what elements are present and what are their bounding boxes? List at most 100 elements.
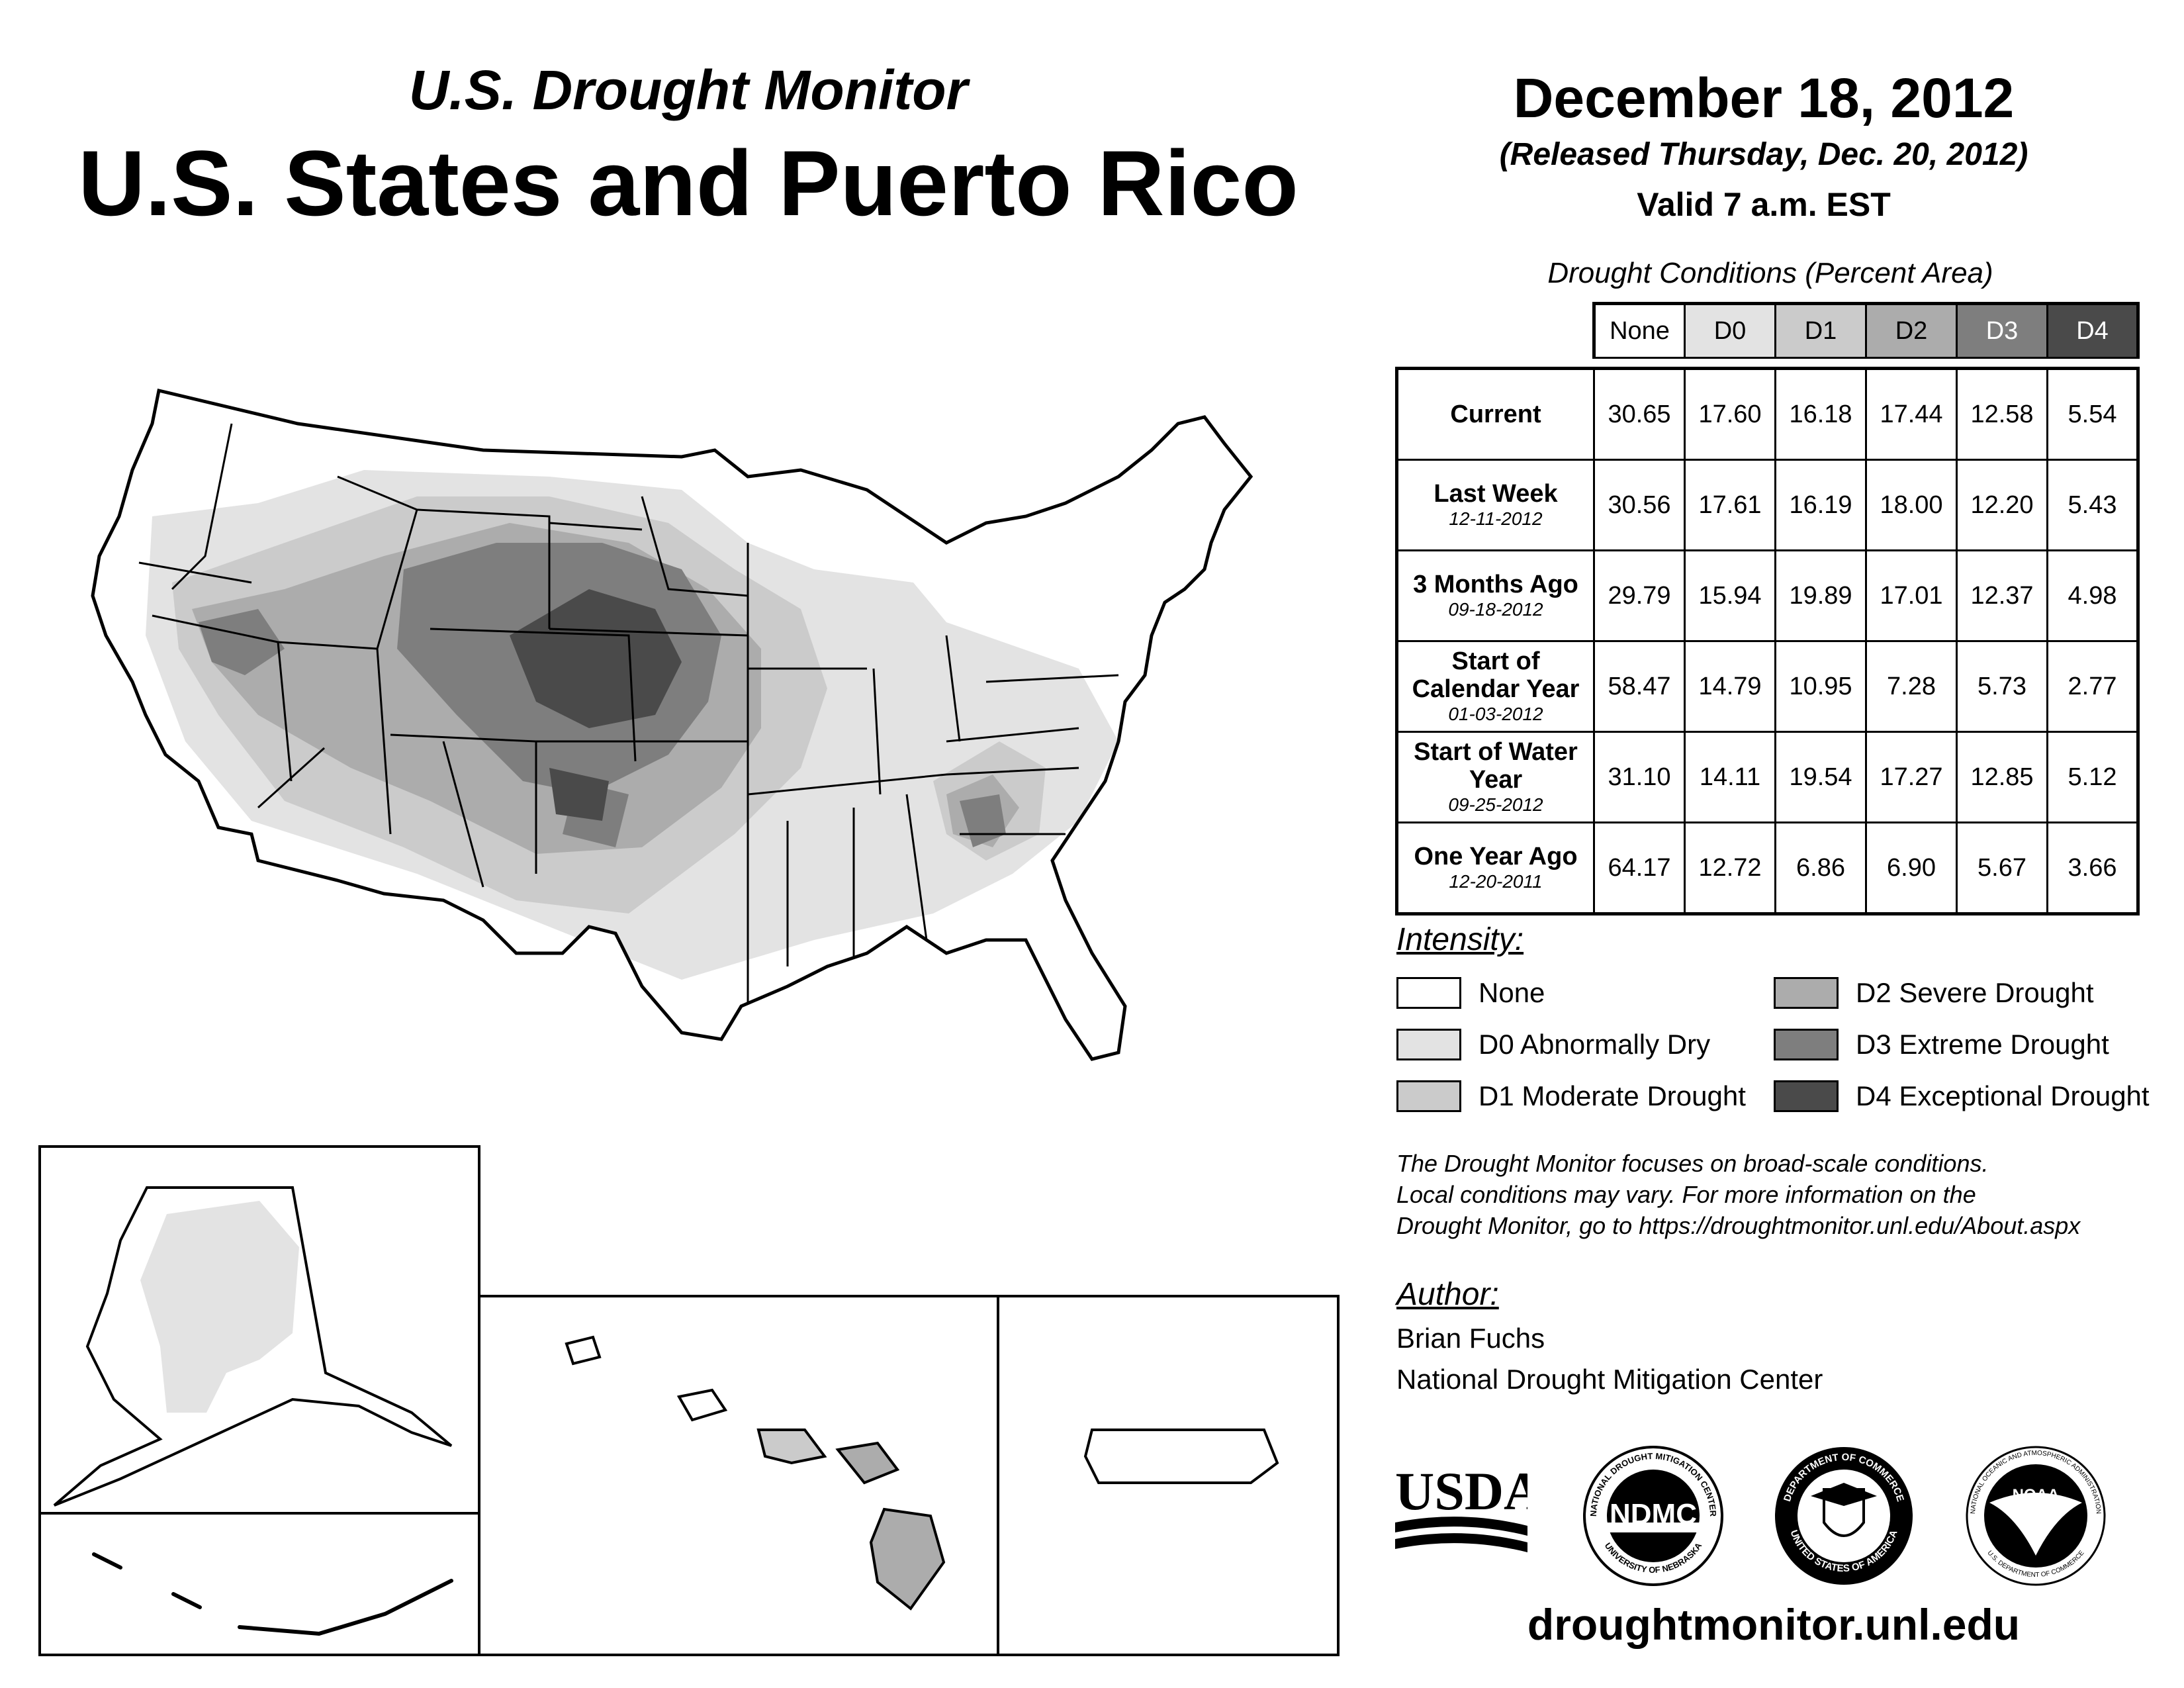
usda-logo: USDA xyxy=(1395,1463,1527,1552)
table-caption: Drought Conditions (Percent Area) xyxy=(1547,257,1993,289)
commerce-seal-logo: DEPARTMENT OF COMMERCE UNITED STATES OF … xyxy=(1775,1447,1913,1585)
cell-value: 16.18 xyxy=(1774,367,1867,461)
disclaimer-note: The Drought Monitor focuses on broad-sca… xyxy=(1396,1148,2177,1241)
puerto-rico-map xyxy=(1083,1429,1279,1484)
cell-value: 64.17 xyxy=(1593,821,1686,915)
cell-value: 17.60 xyxy=(1684,367,1776,461)
legend-label: D3 Extreme Drought xyxy=(1856,1029,2109,1060)
cell-value: 14.79 xyxy=(1684,640,1776,733)
table-row: One Year Ago 12-20-2011 64.17 12.72 6.86 … xyxy=(1395,821,2140,915)
cell-value: 17.27 xyxy=(1865,731,1958,823)
cell-value: 4.98 xyxy=(2046,549,2140,642)
author-name: Brian Fuchs xyxy=(1396,1323,1545,1354)
cell-value: 5.43 xyxy=(2046,459,2140,551)
table-row: Start of Calendar Year 01-03-2012 58.47 1… xyxy=(1395,640,2140,733)
table-gap-row xyxy=(1397,357,2138,369)
noaa-logo: NOAA NATIONAL OCEANIC AND ATMOSPHERIC AD… xyxy=(1966,1446,2106,1586)
cell-value: 5.12 xyxy=(2046,731,2140,823)
cell-value: 14.11 xyxy=(1684,731,1776,823)
legend-label: D0 Abnormally Dry xyxy=(1479,1029,1711,1060)
release-date: (Released Thursday, Dec. 20, 2012) xyxy=(1499,137,2028,172)
valid-time: Valid 7 a.m. EST xyxy=(1637,186,1891,223)
row-label: 3 Months Ago 09-18-2012 xyxy=(1395,549,1595,642)
cell-value: 12.37 xyxy=(1956,549,2048,642)
aleutian-inset xyxy=(38,1512,480,1656)
cell-value: 5.67 xyxy=(1956,821,2048,915)
cell-value: 17.44 xyxy=(1865,367,1958,461)
cell-value: 12.72 xyxy=(1684,821,1776,915)
hawaii-inset xyxy=(478,1295,999,1656)
row-label: One Year Ago 12-20-2011 xyxy=(1395,821,1595,915)
cell-value: 3.66 xyxy=(2046,821,2140,915)
column-header-d3: D3 xyxy=(1956,302,2048,359)
map-title: U.S. States and Puerto Rico xyxy=(78,131,1298,235)
cell-value: 2.77 xyxy=(2046,640,2140,733)
row-label: Current xyxy=(1395,367,1595,461)
column-header-d1: D1 xyxy=(1774,302,1867,359)
cell-value: 5.73 xyxy=(1956,640,2048,733)
author-org: National Drought Mitigation Center xyxy=(1396,1364,1823,1395)
cell-value: 17.61 xyxy=(1684,459,1776,551)
legend-item-d0: D0 Abnormally Dry xyxy=(1396,1029,1710,1060)
noaa-wordmark: NOAA xyxy=(2013,1486,2060,1504)
cell-value: 5.54 xyxy=(2046,367,2140,461)
cell-value: 12.58 xyxy=(1956,367,2048,461)
legend-label: None xyxy=(1479,977,1545,1008)
hawaii-map xyxy=(565,1335,946,1611)
note-line: The Drought Monitor focuses on broad-sca… xyxy=(1396,1150,1989,1177)
cell-value: 19.54 xyxy=(1774,731,1867,823)
ndmc-wordmark: NDMC xyxy=(1610,1498,1697,1530)
ndmc-logo: NDMC NATIONAL DROUGHT MITIGATION CENTER … xyxy=(1583,1446,1723,1586)
alaska-map xyxy=(41,1186,478,1520)
cell-value: 12.20 xyxy=(1956,459,2048,551)
cell-value: 29.79 xyxy=(1593,549,1686,642)
alaska-inset xyxy=(38,1145,480,1520)
cell-value: 18.00 xyxy=(1865,459,1958,551)
puerto-rico-inset xyxy=(997,1295,1340,1656)
note-line: Drought Monitor, go to https://droughtmo… xyxy=(1396,1212,2081,1239)
legend-swatch xyxy=(1396,1029,1461,1060)
row-label: Last Week 12-11-2012 xyxy=(1395,459,1595,551)
usda-wordmark: USDA xyxy=(1395,1463,1527,1521)
cell-value: 19.89 xyxy=(1774,549,1867,642)
cell-value: 6.90 xyxy=(1865,821,1958,915)
legend-label: D2 Severe Drought xyxy=(1856,977,2094,1008)
legend-label: D4 Exceptional Drought xyxy=(1856,1080,2150,1111)
legend-item-d4: D4 Exceptional Drought xyxy=(1774,1080,2150,1112)
table-row: Last Week 12-11-2012 30.56 17.61 16.19 18… xyxy=(1395,459,2140,551)
drought-stats-table: None D0 D1 D2 D3 D4 Current 30.65 17.60 … xyxy=(1395,302,2140,915)
cell-value: 17.01 xyxy=(1865,549,1958,642)
column-header-d0: D0 xyxy=(1684,302,1776,359)
state-borders xyxy=(138,423,1119,1033)
conus-map xyxy=(91,388,1253,1061)
legend-item-d3: D3 Extreme Drought xyxy=(1774,1029,2109,1060)
legend-swatch xyxy=(1396,977,1461,1009)
column-header-none: None xyxy=(1592,302,1686,359)
drought-shading xyxy=(93,391,1251,1059)
legend-swatch xyxy=(1774,1080,1839,1112)
legend-label: D1 Moderate Drought xyxy=(1479,1080,1746,1111)
cell-value: 15.94 xyxy=(1684,549,1776,642)
table-row: Start of Water Year 09-25-2012 31.10 14.1… xyxy=(1395,731,2140,823)
table-corner xyxy=(1397,304,1594,358)
conus-outline xyxy=(91,388,1253,1061)
legend-item-d1: D1 Moderate Drought xyxy=(1396,1080,1746,1112)
column-header-d4: D4 xyxy=(2046,302,2140,359)
website-link[interactable]: droughtmonitor.unl.edu xyxy=(1527,1600,2021,1649)
legend-swatch xyxy=(1774,977,1839,1009)
legend-swatch xyxy=(1396,1080,1461,1112)
legend-item-d2: D2 Severe Drought xyxy=(1774,977,2094,1009)
cell-value: 12.85 xyxy=(1956,731,2048,823)
cell-value: 6.86 xyxy=(1774,821,1867,915)
cell-value: 10.95 xyxy=(1774,640,1867,733)
cell-value: 7.28 xyxy=(1865,640,1958,733)
legend-heading: Intensity: xyxy=(1396,922,1524,957)
map-subtitle: U.S. Drought Monitor xyxy=(408,59,968,121)
table-row: Current 30.65 17.60 16.18 17.44 12.58 5.… xyxy=(1395,367,2140,461)
legend-item-none: None xyxy=(1396,977,1545,1009)
table-header-row: None D0 D1 D2 D3 D4 xyxy=(1397,302,2140,359)
cell-value: 16.19 xyxy=(1774,459,1867,551)
map-date: December 18, 2012 xyxy=(1513,67,2015,129)
table-row: 3 Months Ago 09-18-2012 29.79 15.94 19.89… xyxy=(1395,549,2140,642)
legend-swatch xyxy=(1774,1029,1839,1060)
